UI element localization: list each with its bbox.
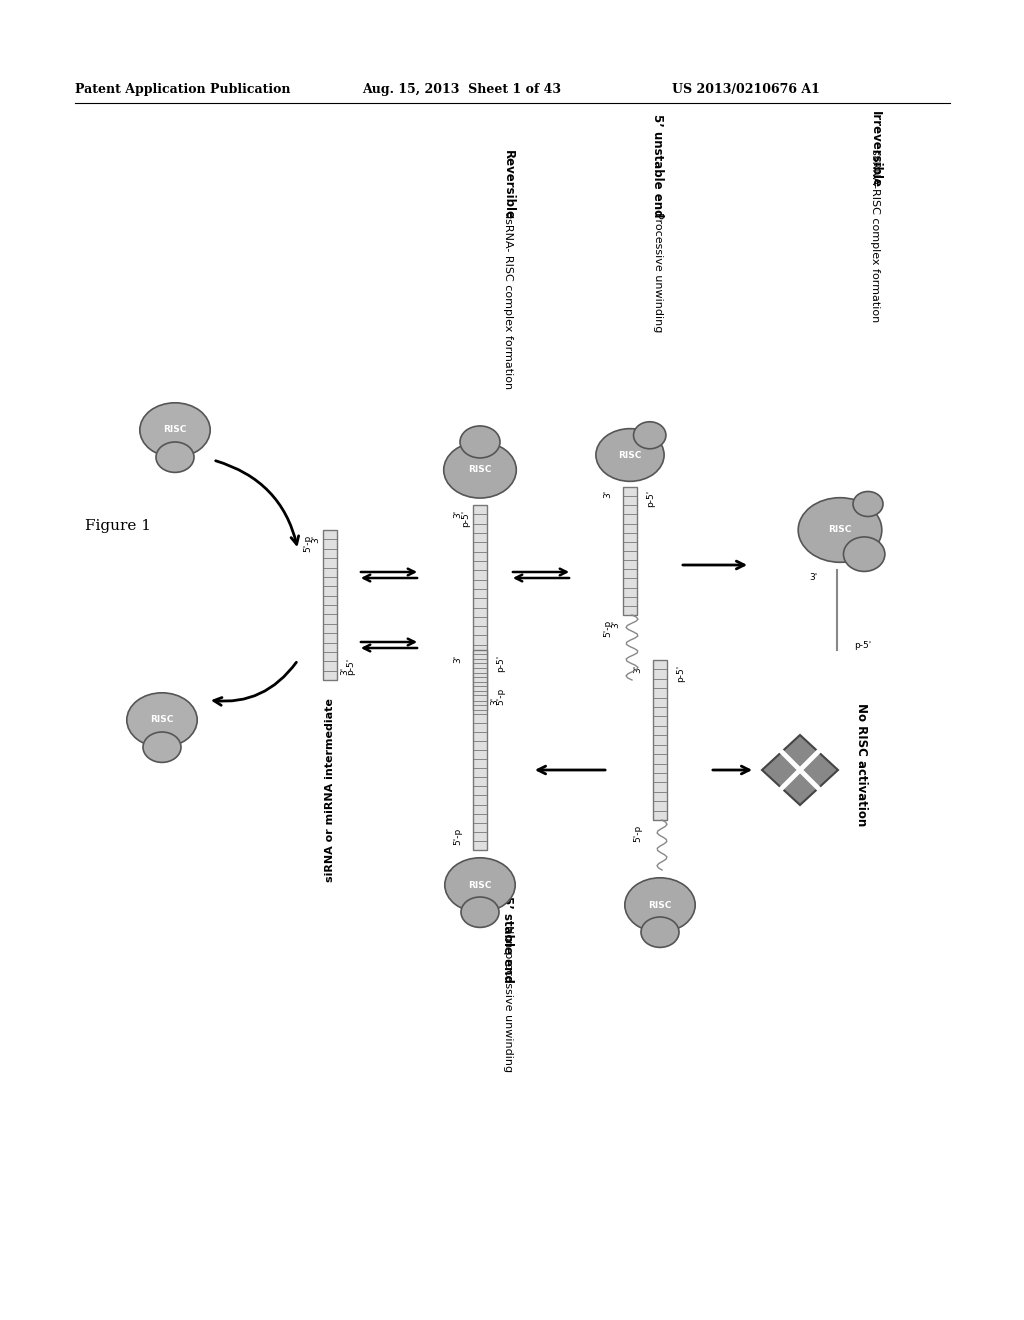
FancyArrowPatch shape [214, 663, 296, 705]
Text: ssRNA-RISC complex formation: ssRNA-RISC complex formation [870, 149, 880, 322]
FancyArrowPatch shape [364, 574, 417, 581]
Text: RISC: RISC [648, 900, 672, 909]
Polygon shape [762, 735, 838, 805]
Ellipse shape [460, 426, 500, 458]
Text: RISC: RISC [163, 425, 186, 434]
Bar [323, 531, 337, 680]
Text: 5’ stable end: 5’ stable end [502, 896, 514, 983]
FancyArrowPatch shape [216, 461, 299, 544]
Text: RISC: RISC [468, 466, 492, 474]
Text: RISC: RISC [618, 450, 642, 459]
Ellipse shape [444, 858, 515, 912]
Text: 3': 3' [340, 667, 349, 675]
Text: p-5': p-5' [461, 510, 470, 527]
Text: 5’ unstable end: 5’ unstable end [651, 115, 665, 218]
Bar [623, 487, 637, 615]
Text: Figure 1: Figure 1 [85, 519, 151, 533]
FancyArrowPatch shape [538, 766, 605, 774]
Ellipse shape [634, 422, 666, 449]
Text: 3': 3' [633, 665, 642, 673]
Text: 5'-p: 5'-p [496, 688, 505, 705]
FancyArrowPatch shape [360, 639, 415, 645]
Text: 5'-p: 5'-p [453, 828, 462, 845]
Ellipse shape [127, 693, 198, 747]
Bar [473, 649, 487, 850]
Text: 3': 3' [490, 697, 499, 705]
Text: Reversible: Reversible [502, 150, 514, 220]
FancyArrowPatch shape [513, 569, 566, 576]
Text: Patent Application Publication: Patent Application Publication [75, 83, 291, 96]
Ellipse shape [596, 429, 665, 482]
Bar [473, 506, 487, 710]
Text: RISC: RISC [828, 525, 852, 535]
Ellipse shape [156, 442, 194, 473]
Text: RISC: RISC [151, 715, 174, 725]
Text: p-5': p-5' [346, 657, 355, 675]
Text: siRNA or miRNA intermediate: siRNA or miRNA intermediate [325, 698, 335, 882]
FancyArrowPatch shape [713, 766, 750, 774]
Ellipse shape [798, 498, 882, 562]
FancyArrowPatch shape [683, 561, 744, 569]
Text: 5'-p: 5'-p [603, 620, 612, 638]
Text: No RISC activation: No RISC activation [855, 704, 868, 826]
Text: 3': 3' [453, 510, 462, 519]
FancyArrowPatch shape [360, 569, 415, 576]
Text: dsRNA- RISC complex formation: dsRNA- RISC complex formation [503, 211, 513, 389]
Text: 3': 3' [810, 573, 818, 582]
Text: p-5': p-5' [854, 640, 871, 649]
Text: 5'-p: 5'-p [303, 535, 312, 552]
Text: 3': 3' [453, 655, 462, 663]
Text: 3': 3' [311, 535, 319, 544]
FancyArrowPatch shape [364, 644, 417, 651]
Text: RISC: RISC [468, 880, 492, 890]
Text: US 2013/0210676 A1: US 2013/0210676 A1 [672, 83, 820, 96]
Ellipse shape [461, 898, 499, 928]
FancyArrowPatch shape [515, 574, 569, 581]
Ellipse shape [641, 917, 679, 948]
Text: 5'-p: 5'-p [633, 825, 642, 842]
Text: Irreversible: Irreversible [868, 111, 882, 187]
Text: Aug. 15, 2013  Sheet 1 of 43: Aug. 15, 2013 Sheet 1 of 43 [362, 83, 561, 96]
Text: p-5': p-5' [676, 665, 685, 682]
Text: 3': 3' [611, 620, 620, 628]
Ellipse shape [443, 442, 516, 498]
Text: p-5': p-5' [496, 655, 505, 672]
Text: p-5': p-5' [646, 490, 655, 507]
Ellipse shape [140, 403, 210, 457]
Bar [653, 660, 667, 820]
Ellipse shape [844, 537, 885, 572]
Text: 3': 3' [603, 490, 612, 498]
Text: Non-processive unwinding: Non-processive unwinding [503, 925, 513, 1072]
Ellipse shape [625, 878, 695, 932]
Ellipse shape [143, 733, 181, 763]
Ellipse shape [853, 491, 883, 516]
Text: Processive unwinding: Processive unwinding [653, 211, 663, 333]
